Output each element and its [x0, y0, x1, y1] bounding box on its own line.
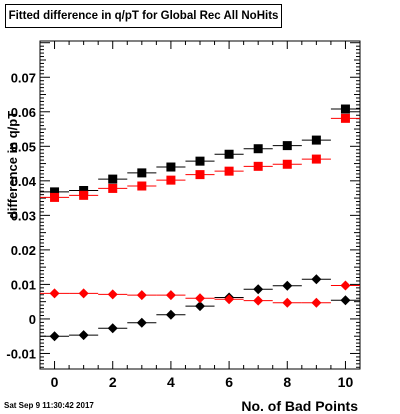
data-point	[108, 183, 118, 193]
x-tick-label: 2	[109, 374, 117, 390]
y-tick-label: 0.05	[11, 139, 36, 154]
data-point	[108, 174, 118, 184]
data-point	[340, 295, 351, 306]
data-point	[253, 144, 263, 154]
series-2	[40, 274, 360, 342]
chart-title: Fitted difference in q/pT for Global Rec…	[5, 4, 282, 28]
x-tick-label: 0	[51, 374, 59, 390]
data-point	[50, 187, 60, 197]
data-point	[166, 162, 176, 172]
data-point	[195, 170, 205, 180]
data-point	[79, 190, 89, 200]
y-tick-label: 0.01	[11, 277, 36, 292]
y-tick-label: -0.01	[6, 346, 36, 361]
plot-area	[40, 104, 360, 342]
data-point	[253, 284, 264, 295]
y-tick-label: 0.06	[11, 105, 36, 120]
y-tick-label: 0.07	[11, 70, 36, 85]
data-point	[311, 154, 321, 164]
x-axis-label: No. of Bad Points	[241, 398, 358, 414]
y-axis-label: difference in q/pT	[5, 111, 20, 219]
data-point	[195, 293, 205, 304]
series-0	[40, 104, 360, 197]
plot-frame	[39, 40, 361, 370]
data-point	[50, 192, 60, 202]
timestamp: Sat Sep 9 11:30:42 2017	[4, 401, 94, 410]
y-axis: -0.01 0 0.01 0.02 0.03 0.04 0.05 0.06 0.07	[6, 42, 360, 368]
data-point	[311, 297, 322, 308]
x-axis: 0 2 4 6 8 10	[39, 41, 361, 390]
x-tick-label: 4	[167, 374, 175, 390]
data-point	[311, 274, 322, 285]
data-point	[137, 181, 147, 191]
data-point	[78, 288, 89, 299]
y-tick-label: 0.04	[11, 174, 37, 189]
data-point	[224, 166, 234, 176]
data-point	[311, 135, 321, 145]
y-tick-label: 0	[29, 312, 36, 327]
data-point	[107, 323, 118, 334]
data-point	[340, 280, 351, 291]
data-point	[136, 317, 147, 328]
y-tick-label: 0.02	[11, 243, 36, 258]
data-point	[137, 168, 147, 178]
data-point	[282, 141, 292, 151]
data-point	[165, 290, 176, 301]
x-tick-label: 6	[225, 374, 233, 390]
y-tick-label: 0.03	[11, 208, 36, 223]
data-point	[195, 301, 205, 312]
data-point	[79, 185, 89, 195]
data-point	[165, 309, 176, 320]
data-point	[282, 159, 292, 169]
data-point	[224, 149, 234, 159]
data-point	[107, 289, 118, 300]
data-point	[136, 290, 147, 301]
data-point	[253, 161, 263, 171]
data-point	[224, 294, 235, 305]
series-1	[40, 113, 360, 202]
data-point	[282, 297, 293, 308]
data-point	[166, 175, 176, 185]
data-point	[340, 113, 350, 123]
x-tick-label: 10	[338, 374, 354, 390]
data-point	[78, 330, 89, 341]
series-3	[40, 280, 360, 308]
data-point	[340, 104, 350, 114]
data-point	[49, 331, 60, 342]
data-point	[195, 156, 205, 166]
x-tick-label: 8	[283, 374, 291, 390]
data-point	[253, 295, 264, 306]
data-point	[49, 288, 60, 299]
data-point	[282, 280, 293, 291]
